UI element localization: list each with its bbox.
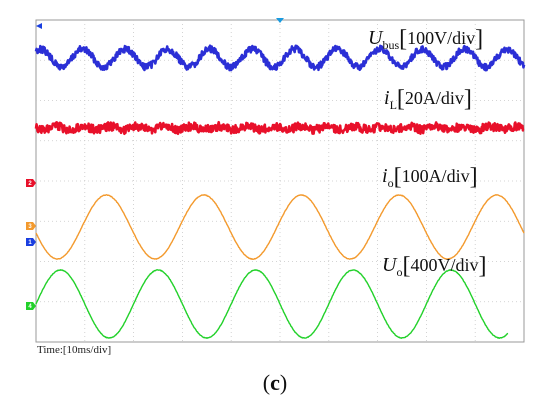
trace-io [35, 194, 525, 260]
trace-il [34, 120, 525, 136]
trigger-level-marker [36, 23, 42, 29]
trigger-position-marker [276, 18, 284, 23]
time-scale-label: Time:[10ms/div] [37, 344, 112, 356]
channel-1-marker: 1 [26, 238, 36, 246]
figure-caption: (c) [262, 370, 288, 395]
channel-3-marker-text: 3 [28, 224, 32, 230]
caption-letter: c [270, 370, 280, 395]
channel-1-marker-text: 1 [28, 240, 32, 246]
trace-uo [35, 269, 509, 339]
channel-markers: 1 2 3 4 [26, 18, 284, 310]
label-io: io[100A/div] [382, 164, 478, 190]
trace-ubus [34, 44, 526, 72]
channel-4-marker: 4 [26, 302, 36, 310]
channel-2-marker: 2 [26, 179, 36, 187]
traces [34, 44, 526, 339]
label-il: iL[20A/div] [384, 86, 472, 112]
channel-4-marker-text: 4 [28, 304, 32, 310]
label-uo: Uo[400V/div] [382, 253, 487, 279]
label-ubus: Ubus[100V/div] [368, 26, 484, 52]
channel-2-marker-text: 2 [28, 181, 32, 187]
channel-3-marker: 3 [26, 222, 36, 230]
